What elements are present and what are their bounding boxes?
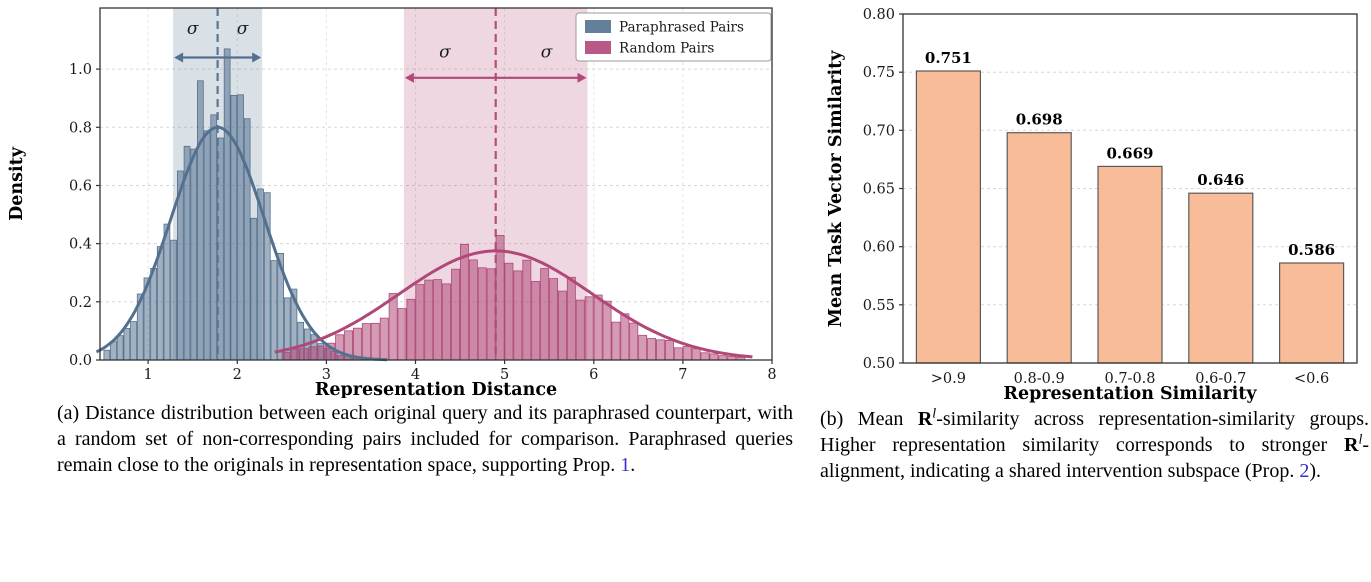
caption-b-part2: -similarity across representation-simila… (820, 408, 1369, 456)
svg-text:2: 2 (233, 367, 242, 383)
svg-text:0.50: 0.50 (863, 356, 895, 372)
svg-text:0.6-0.7: 0.6-0.7 (1195, 371, 1246, 387)
svg-text:0.6: 0.6 (69, 179, 92, 195)
svg-text:Random Pairs: Random Pairs (619, 41, 714, 57)
caption-b-mathbf-R-2: R (1343, 434, 1359, 456)
caption-panel-b: (b) Mean Rl-similarity across representa… (820, 406, 1369, 484)
svg-text:3: 3 (322, 367, 331, 383)
svg-text:0.75: 0.75 (863, 65, 895, 81)
svg-text:0.55: 0.55 (863, 298, 895, 314)
caption-b-part4: ). (1309, 460, 1321, 482)
svg-text:4: 4 (411, 367, 420, 383)
svg-text:0.60: 0.60 (863, 240, 895, 256)
svg-text:0.751: 0.751 (925, 49, 972, 67)
svg-text:0.586: 0.586 (1288, 241, 1335, 259)
svg-text:>0.9: >0.9 (931, 371, 966, 387)
svg-text:σ: σ (187, 19, 199, 39)
prop-2-link[interactable]: 2 (1299, 460, 1310, 482)
svg-text:0.2: 0.2 (69, 295, 92, 311)
caption-a-text: (a) Distance distribution between each o… (57, 402, 793, 476)
svg-text:0.8-0.9: 0.8-0.9 (1014, 371, 1065, 387)
svg-text:0.0: 0.0 (69, 353, 92, 369)
caption-b-part3: -alignment, indicating a shared interven… (820, 434, 1369, 482)
svg-text:Density: Density (7, 146, 27, 221)
svg-text:0.669: 0.669 (1107, 144, 1154, 162)
svg-text:Representation Distance: Representation Distance (315, 380, 557, 398)
svg-text:Representation Similarity: Representation Similarity (1003, 384, 1257, 404)
svg-text:σ: σ (439, 43, 451, 63)
caption-b-superscript-l-1: l (932, 406, 937, 422)
svg-text:σ: σ (541, 43, 553, 63)
distance-distribution-chart: σ σ σ σ 1 2 3 4 5 6 7 8 0.0 0.2 0.4 0.6 0.8 1.0 Representa… (7, 7, 777, 398)
svg-text:Mean Task Vector Similarity: Mean Task Vector Similarity (826, 50, 846, 328)
prop-1-link[interactable]: 1 (620, 454, 631, 476)
svg-text:1.0: 1.0 (69, 62, 92, 78)
task-vector-similarity-chart: 0.751 >0.9 0.698 0.8-0.9 0.669 0.7-0.8 0.646 0.… (826, 7, 1358, 404)
svg-text:0.8: 0.8 (69, 120, 92, 136)
svg-text:7: 7 (678, 367, 687, 383)
caption-b-part1: (b) Mean (820, 408, 918, 430)
svg-text:8: 8 (767, 367, 776, 383)
svg-text:6: 6 (589, 367, 598, 383)
caption-panel-a: (a) Distance distribution between each o… (57, 400, 793, 478)
svg-text:0.4: 0.4 (69, 237, 92, 253)
svg-text:1: 1 (143, 367, 152, 383)
caption-b-superscript-l-2: l (1358, 432, 1363, 448)
svg-text:Paraphrased Pairs: Paraphrased Pairs (619, 20, 744, 36)
svg-text:0.698: 0.698 (1016, 111, 1063, 129)
svg-text:<0.6: <0.6 (1294, 371, 1329, 387)
svg-text:5: 5 (500, 367, 509, 383)
caption-b-mathbf-R-1: R (917, 408, 933, 430)
svg-text:0.646: 0.646 (1197, 171, 1244, 189)
svg-text:0.80: 0.80 (863, 7, 895, 23)
svg-text:0.70: 0.70 (863, 123, 895, 139)
svg-text:0.7-0.8: 0.7-0.8 (1104, 371, 1155, 387)
svg-text:0.65: 0.65 (863, 182, 895, 198)
caption-a-end: . (630, 454, 636, 476)
svg-text:σ: σ (237, 19, 249, 39)
